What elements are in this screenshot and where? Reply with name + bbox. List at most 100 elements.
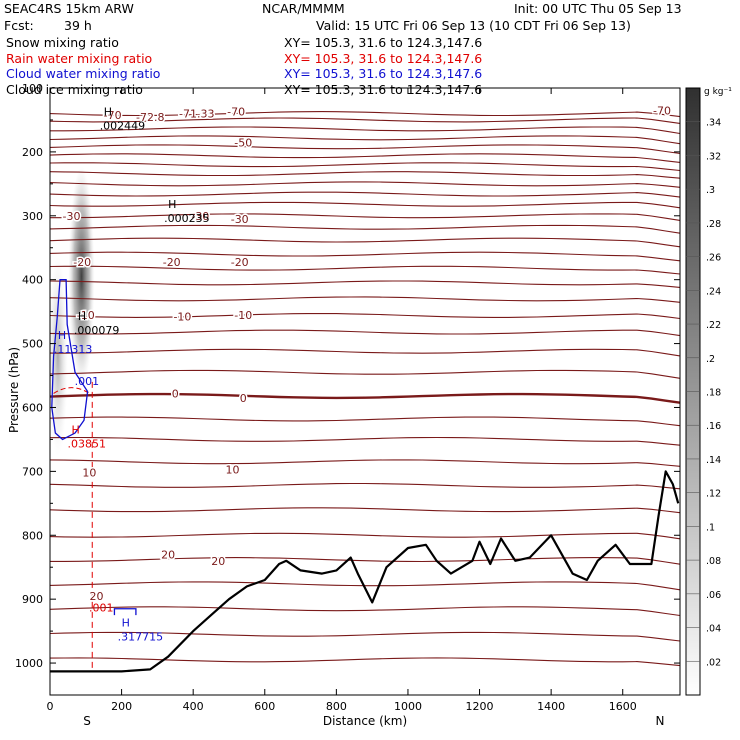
colorbar-tick-label: .3 (706, 185, 715, 196)
temperature-label: -30 (231, 213, 249, 226)
extremum-mark: H (78, 310, 86, 323)
temperature-contour (50, 126, 681, 135)
colorbar-tick-label: .12 (706, 489, 721, 500)
forecast-hour: 39 h (64, 18, 92, 33)
temperature-contour (49, 153, 681, 163)
temperature-label: 0 (240, 392, 247, 405)
x-tick-label: 1600 (609, 700, 637, 713)
extremum-value: .03851 (67, 438, 106, 451)
extremum-value: .001 (75, 375, 100, 388)
temperature-contour (49, 606, 681, 617)
x-start-label: S (83, 714, 91, 728)
temperature-label: -71.33 (179, 108, 214, 121)
colorbar-tick-label: .32 (706, 151, 721, 162)
rain-water-contour (53, 387, 90, 394)
temperature-label: -70 (227, 106, 245, 119)
colorbar-tick-label: .2 (706, 354, 715, 365)
extremum-value: .000235 (164, 212, 210, 225)
extremum-value: .11313 (54, 343, 93, 356)
snow-shading (68, 166, 95, 387)
x-tick-label: 800 (326, 700, 347, 713)
temperature-label: -10 (173, 311, 191, 324)
y-tick-label: 100 (22, 82, 43, 95)
temperature-contour (50, 557, 681, 565)
colorbar-tick-label: .18 (706, 388, 721, 399)
temperature-contour (49, 135, 681, 145)
temperature-label: 20 (161, 548, 175, 561)
temperature-contour (49, 313, 681, 320)
extremum-value: .002449 (100, 119, 145, 132)
extremum-value: .000079 (74, 324, 120, 337)
snow-shading (47, 256, 68, 457)
temperature-contour (49, 532, 681, 540)
field-name: Snow mixing ratio (6, 35, 119, 50)
colorbar-tick-label: .14 (706, 455, 721, 466)
temperature-label: -10 (234, 309, 252, 322)
temperature-contour (49, 459, 681, 467)
field-xy: XY= 105.3, 31.6 to 124.3,147.6 (284, 50, 483, 66)
field-name: Cloud ice mixing ratio (6, 81, 143, 97)
y-tick-label: 200 (22, 146, 43, 159)
y-axis-title: Pressure (hPa) (7, 347, 21, 433)
field-xy: XY= 105.3, 31.6 to 124.3,147.6 (284, 66, 483, 81)
model-title: SEAC4RS 15km ARW (4, 1, 134, 16)
temperature-contour (49, 296, 681, 303)
temperature-label: 0 (172, 387, 179, 400)
temperature-contour (49, 111, 681, 118)
extremum-value: .317715 (118, 630, 164, 643)
x-tick-label: 0 (47, 700, 54, 713)
colorbar-tick-label: .24 (706, 286, 721, 297)
field-name: Rain water mixing ratio (6, 50, 153, 66)
org-label: NCAR/MMMM (262, 1, 345, 16)
temperature-contour (49, 482, 681, 490)
colorbar-tick-label: .28 (706, 219, 721, 230)
x-tick-label: 1000 (394, 700, 422, 713)
valid-time: Valid: 15 UTC Fri 06 Sep 13 (10 CDT Fri … (316, 18, 631, 33)
temperature-contour (49, 117, 681, 124)
temperature-label: 20 (90, 590, 104, 603)
y-tick-label: 800 (22, 529, 43, 542)
temperature-contour (49, 162, 681, 172)
colorbar-tick-label: .26 (706, 253, 721, 264)
freezing-level-line (49, 392, 681, 404)
temperature-contour (49, 657, 681, 667)
temperature-contour (49, 416, 681, 427)
cloud-water-contour (51, 279, 89, 441)
terrain-line (50, 470, 680, 673)
x-axis-title: Distance (km) (323, 714, 407, 728)
x-tick-label: 200 (111, 700, 132, 713)
colorbar-tick-label: .08 (706, 556, 721, 567)
y-tick-label: 700 (22, 465, 43, 478)
temperature-contour (49, 265, 681, 275)
field-xy: XY= 105.3, 31.6 to 124.3,147.6 (284, 81, 483, 97)
colorbar-tick-label: .22 (706, 320, 721, 331)
extremum-mark: H (122, 616, 130, 629)
colorbar-tick-label: .16 (706, 421, 721, 432)
temperature-label: -72.8 (136, 111, 164, 124)
temperature-contour (49, 191, 681, 198)
temperature-contour (49, 171, 681, 179)
forecast-label: Fcst: (4, 18, 34, 33)
x-tick-label: 400 (183, 700, 204, 713)
y-tick-label: 500 (22, 338, 43, 351)
x-tick-label: 1400 (537, 700, 565, 713)
extremum-value: .001 (89, 602, 114, 615)
extremum-mark: H (168, 198, 176, 211)
temperature-contour (50, 213, 681, 221)
temperature-contour (49, 329, 681, 337)
temperature-label: -30 (62, 210, 80, 223)
extremum-mark: H (58, 329, 66, 342)
plot-frame (49, 87, 681, 696)
temperature-label: -30 (191, 210, 209, 223)
y-tick-label: 400 (22, 274, 43, 287)
temperature-contour (49, 201, 681, 209)
temperature-contour (49, 280, 681, 288)
temperature-contour (49, 348, 681, 357)
temperature-label: 10 (82, 467, 96, 480)
field-xy: XY= 105.3, 31.6 to 124.3,147.6 (284, 35, 483, 50)
temperature-label: -20 (73, 256, 91, 269)
temperature-contour (49, 181, 681, 188)
init-time: Init: 00 UTC Thu 05 Sep 13 (514, 1, 682, 16)
y-tick-label: 600 (22, 401, 43, 414)
